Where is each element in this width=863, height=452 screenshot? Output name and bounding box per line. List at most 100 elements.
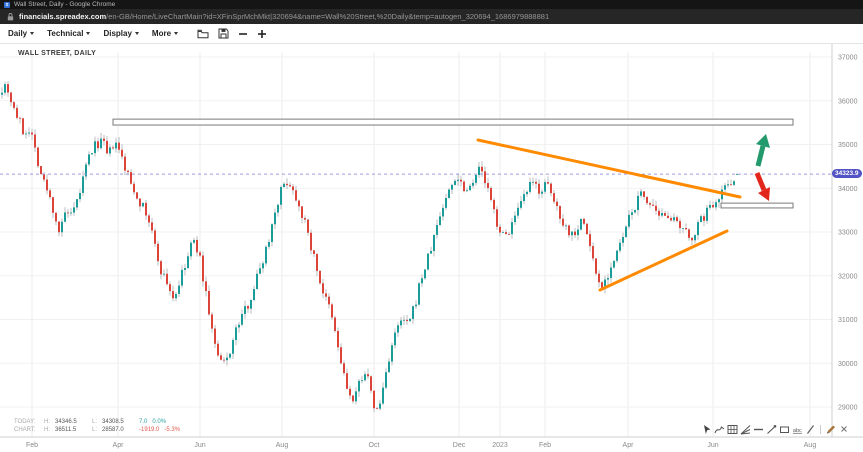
menu-technical[interactable]: Technical [47,29,91,38]
menu-display[interactable]: Display [103,29,139,38]
svg-text:Apr: Apr [623,442,635,449]
chevron-down-icon [174,32,179,35]
menu-daily[interactable]: Daily [8,29,35,38]
chevron-down-icon [86,32,91,35]
menu-daily-label: Daily [8,29,28,38]
legend-chart-high: 36511.5 [55,426,77,433]
descending-trendline[interactable] [476,138,742,199]
svg-text:29000: 29000 [838,405,858,412]
chart-area[interactable]: Feb Apr Jun Aug Oct Dec 2023 Feb Apr Jun Aug 37000 3… [0,44,863,452]
legend-low-key: L: [92,426,98,433]
address-bar[interactable]: financials.spreadex.com/en-GB/Home/LiveC… [0,9,863,24]
svg-text:35000: 35000 [838,142,858,149]
pencil-icon [827,425,835,433]
resistance-zone[interactable] [112,118,794,126]
fan-tool-button[interactable] [740,423,751,435]
candlestick-chart[interactable]: Feb Apr Jun Aug Oct Dec 2023 Feb Apr Jun Aug 37000 3… [0,44,863,452]
close-toolbar-button[interactable] [838,423,849,435]
down-arrow[interactable] [754,172,770,201]
window-titlebar: S Wall Street, Daily - Google Chrome [0,0,863,9]
svg-text:30000: 30000 [838,361,858,368]
legend-today-label: TODAY: [14,419,36,425]
menu-technical-label: Technical [47,29,84,38]
candlestick-series [1,80,738,413]
svg-text:Jun: Jun [707,442,718,449]
legend-high-key: H: [44,426,50,433]
trendline-segment-icon [767,424,777,434]
url-domain: financials.spreadex.com [19,12,107,21]
legend-chart-change: -1919.0 [139,426,160,433]
svg-text:31000: 31000 [838,317,858,324]
legend-high-key: H: [44,419,50,425]
pointer-tool-button[interactable] [701,423,712,435]
open-folder-icon [197,29,209,38]
menu-display-label: Display [103,29,132,38]
price-badge: 34323.9 [832,168,862,178]
pencil-edit-button[interactable] [825,423,836,435]
toolbar-icon-group [197,28,267,39]
url-path: /en-GB/Home/LiveChartMain?id=XFinSprMchM… [106,12,550,21]
chevron-down-icon [30,32,35,35]
lock-icon [7,12,14,20]
rectangle-tool-button[interactable] [779,423,790,435]
chart-legend: TODAY: H: 34346.5 L: 34308.5 7.0 0.0% CH… [14,419,180,434]
zoom-out-button[interactable] [238,29,248,39]
svg-text:36000: 36000 [838,98,858,105]
save-chart-button[interactable] [218,28,229,39]
legend-chart-label: CHART: [14,426,36,433]
drawing-toolbar: abc [701,423,849,435]
pointer-icon [703,424,710,434]
horizontal-line-tool-button[interactable] [753,423,764,435]
url-text: financials.spreadex.com/en-GB/Home/LiveC… [19,12,549,21]
legend-chart-change-pct: -5.3% [164,426,181,433]
close-x-icon [840,426,847,432]
svg-text:Feb: Feb [539,442,551,449]
zoom-in-button[interactable] [257,29,267,39]
menu-more[interactable]: More [151,29,179,38]
up-arrow[interactable] [755,134,770,167]
support-zone[interactable] [720,202,794,209]
svg-text:abc: abc [793,427,802,433]
svg-text:37000: 37000 [838,55,858,62]
open-folder-button[interactable] [197,29,209,39]
plus-icon [258,29,267,38]
grid-icon [727,424,738,434]
window-title: Wall Street, Daily - Google Chrome [14,1,116,8]
horizontal-line-icon [754,428,763,430]
save-icon [218,28,229,39]
svg-text:Aug: Aug [804,442,817,449]
chart-title: WALL STREET, DAILY [18,50,97,57]
grid-tool-button[interactable] [727,423,738,435]
legend-today-change: 7.0 [139,419,148,425]
text-label-icon: abc [792,427,803,433]
menu-more-label: More [151,29,172,38]
svg-text:2023: 2023 [492,442,508,449]
trendline-tool-button[interactable] [766,423,777,435]
legend-chart-row: CHART: H: 36511.5 L: 28587.0 -1919.0 -5.… [14,427,180,435]
minus-icon [239,32,248,35]
toolbar-divider [820,424,821,434]
svg-text:34000: 34000 [838,186,858,193]
chevron-down-icon [134,32,139,35]
fan-lines-icon [740,424,751,434]
svg-text:Oct: Oct [369,442,380,449]
chart-toolbar: Daily Technical Display More [0,24,863,44]
ray-tool-button[interactable] [805,423,816,435]
legend-low-key: L: [92,419,98,425]
ascending-trendline[interactable] [598,229,729,292]
legend-today-low: 34308.5 [102,419,124,425]
legend-today-change-pct: 0.0% [152,419,167,425]
rectangle-icon [780,426,789,433]
svg-text:33000: 33000 [838,230,858,237]
legend-today-high: 34346.5 [55,419,77,425]
text-tool-button[interactable]: abc [792,423,803,435]
legend-chart-low: 28587.0 [102,426,124,433]
svg-text:Dec: Dec [453,442,466,449]
chart-grid: Feb Apr Jun Aug Oct Dec 2023 Feb Apr Jun Aug 37000 3… [0,52,858,449]
svg-text:Apr: Apr [113,442,125,449]
freehand-tool-button[interactable] [714,423,725,435]
svg-text:Aug: Aug [276,442,289,449]
freehand-curve-icon [714,425,725,433]
site-favicon-icon: S [4,1,10,8]
